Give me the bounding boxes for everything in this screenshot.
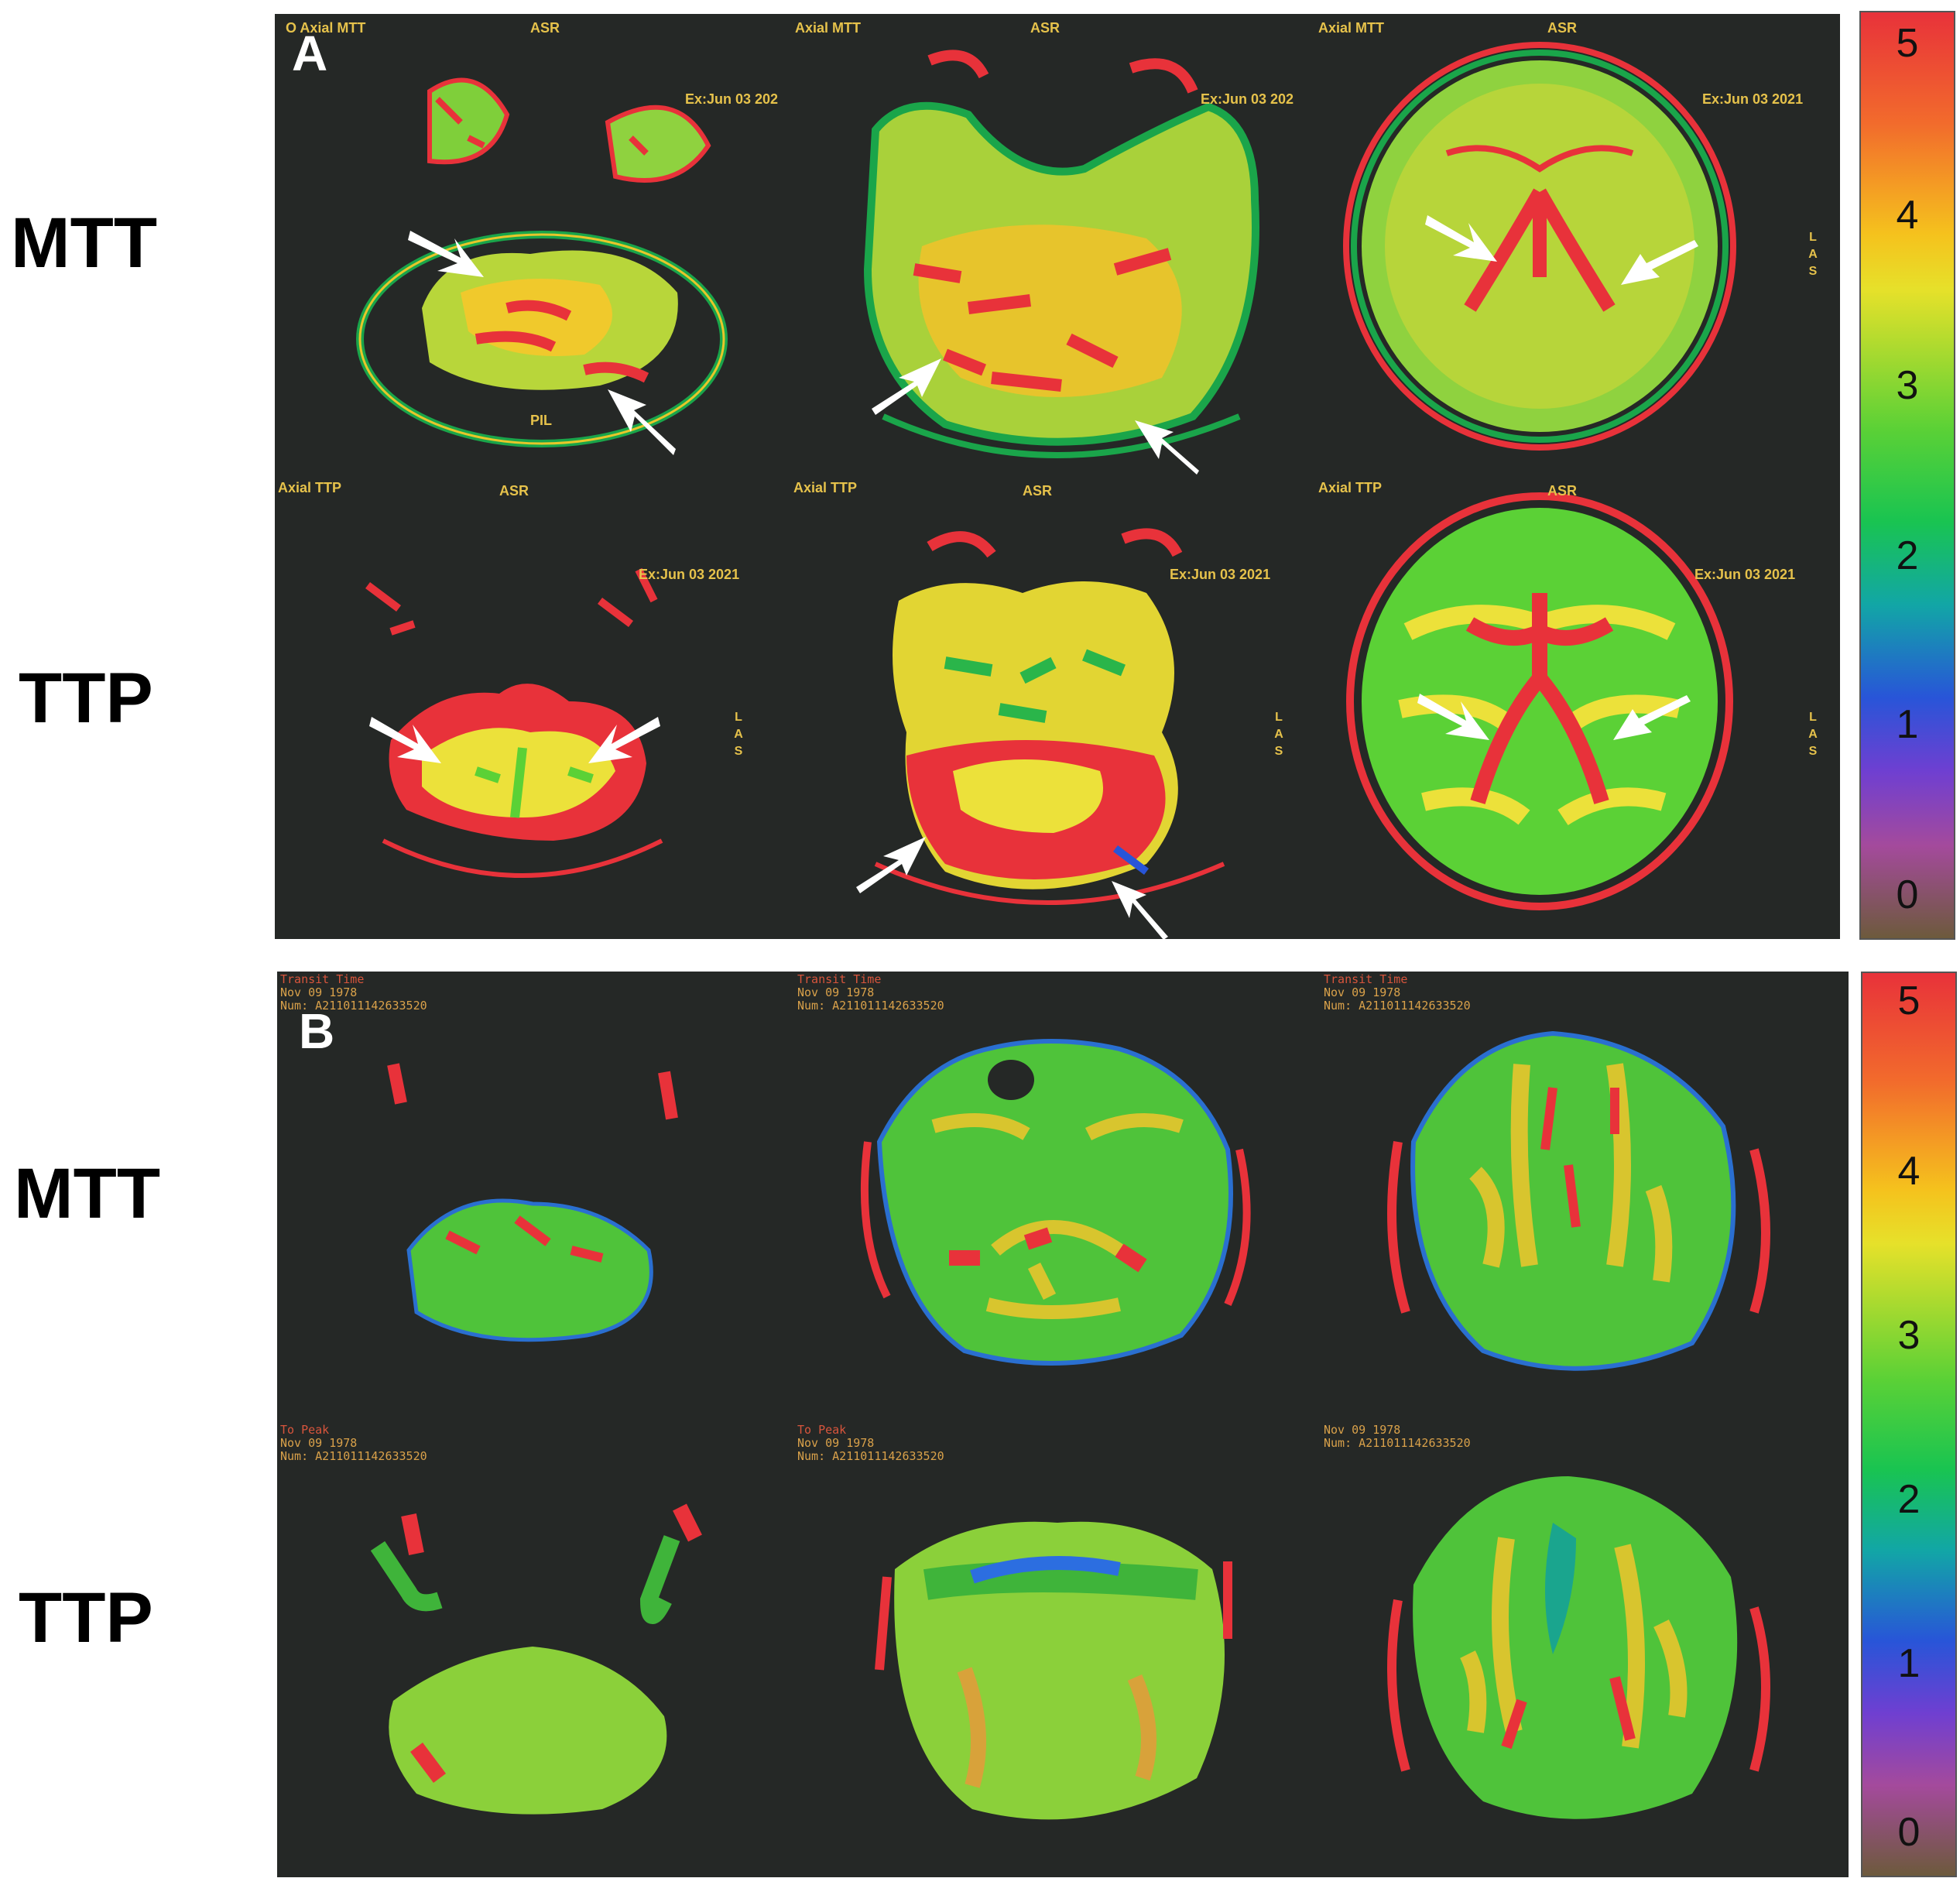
scale-tick-label: 2: [1897, 1477, 1921, 1522]
arrow-icon: [1425, 215, 1497, 262]
arrow-icon: [1613, 695, 1691, 740]
slice-title: Axial MTT: [795, 20, 862, 36]
panel-a-color-scale: 5 4 3 2 1 0: [1859, 11, 1955, 940]
scale-tick-label: 4: [1896, 193, 1919, 238]
orientation-top-label: ASR: [1547, 20, 1578, 36]
orientation-top-label: ASR: [499, 483, 529, 499]
scale-tick-label: 3: [1897, 1313, 1921, 1358]
scan-header: Transit Time Nov 09 1978 Num: A211011142…: [1324, 972, 1471, 1013]
scale-tick-label: 5: [1897, 978, 1921, 1023]
orientation-top-label: ASR: [530, 20, 560, 36]
exam-date: Ex:Jun 03 2021: [1702, 91, 1804, 107]
arrow-icon: [369, 717, 441, 763]
scale-tick-label: 5: [1896, 21, 1919, 66]
slice-title: Axial MTT: [1318, 20, 1385, 36]
scale-tick-label: 1: [1896, 702, 1919, 747]
arrow-icon: [588, 717, 660, 763]
panel-b-ttp-slice-1: To Peak Nov 09 1978 Num: A21101114263352…: [277, 1422, 796, 1877]
slice-title: Axial TTP: [1318, 480, 1383, 495]
scale-tick-label: 2: [1896, 533, 1919, 578]
panel-a-row-label-ttp: TTP: [19, 659, 153, 738]
scale-tick-label: 4: [1897, 1149, 1921, 1194]
slice-title: Axial TTP: [793, 480, 858, 495]
exam-date: Ex:Jun 03 2021: [639, 567, 740, 582]
scale-tick-label: 0: [1896, 872, 1919, 917]
panel-a-mtt-slice-1: O Axial MTT ASR Ex:Jun 03 202 PIL A: [275, 14, 792, 478]
panel-a-row-label-mtt: MTT: [11, 204, 158, 283]
arrow-icon: [1135, 420, 1199, 475]
panel-a-mtt-slice-2: Axial MTT ASR Ex:Jun 03 202: [790, 14, 1317, 478]
scan-header: Transit Time Nov 09 1978 Num: A211011142…: [797, 972, 944, 1013]
orientation-top-label: ASR: [1547, 483, 1578, 499]
panel-b-mtt-slice-2: Transit Time Nov 09 1978 Num: A211011142…: [794, 972, 1322, 1424]
panel-b-mtt-slice-3: Transit Time Nov 09 1978 Num: A211011142…: [1321, 972, 1849, 1424]
arrow-icon: [1112, 881, 1168, 939]
arrow-icon: [1621, 240, 1698, 285]
scan-header: Transit Time Nov 09 1978 Num: A211011142…: [280, 972, 427, 1013]
scan-header: To Peak Nov 09 1978 Num: A21101114263352…: [280, 1423, 427, 1463]
panel-a-image-grid: O Axial MTT ASR Ex:Jun 03 202 PIL A Axia…: [275, 14, 1840, 939]
arrow-icon: [608, 389, 676, 455]
panel-letter-b: B: [299, 1003, 335, 1059]
exam-date: Ex:Jun 03 2021: [1170, 567, 1271, 582]
panel-b-mtt-slice-1: Transit Time Nov 09 1978 Num: A211011142…: [277, 972, 796, 1424]
arrow-icon: [408, 231, 484, 277]
slice-title: O Axial MTT: [286, 20, 366, 36]
orientation-bottom-label: PIL: [530, 413, 553, 428]
slice-title: Axial TTP: [278, 480, 342, 495]
scale-tick-label: 1: [1897, 1641, 1921, 1686]
panel-b-row-label-mtt: MTT: [14, 1154, 161, 1233]
arrow-icon: [872, 358, 941, 415]
scale-tick-label: 0: [1897, 1810, 1921, 1855]
scan-header: Nov 09 1978 Num: A211011142633520: [1324, 1423, 1471, 1450]
panel-b-ttp-slice-3: Nov 09 1978 Num: A211011142633520: [1321, 1422, 1849, 1877]
panel-b-image-grid: Transit Time Nov 09 1978 Num: A211011142…: [277, 972, 1849, 1877]
panel-b-color-scale: 5 4 3 2 1 0: [1861, 972, 1957, 1877]
scale-tick-label: 3: [1896, 363, 1919, 408]
exam-date: Ex:Jun 03 2021: [1694, 567, 1796, 582]
orientation-top-label: ASR: [1023, 483, 1053, 499]
arrow-icon: [1417, 694, 1489, 740]
exam-date: Ex:Jun 03 202: [685, 91, 779, 107]
orientation-top-label: ASR: [1030, 20, 1061, 36]
arrow-icon: [856, 837, 926, 893]
panel-letter-a: A: [292, 26, 328, 81]
scan-header: To Peak Nov 09 1978 Num: A21101114263352…: [797, 1423, 944, 1463]
exam-date: Ex:Jun 03 202: [1201, 91, 1294, 107]
panel-b-row-label-ttp: TTP: [19, 1578, 153, 1657]
panel-b-ttp-slice-2: To Peak Nov 09 1978 Num: A21101114263352…: [794, 1422, 1322, 1877]
